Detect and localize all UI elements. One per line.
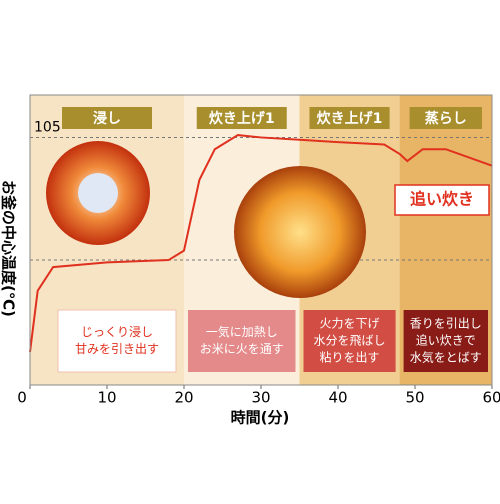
description-text: 甘みを引き出す: [75, 342, 159, 356]
plot-frame: [29, 94, 493, 386]
x-axis-label: 時間(分): [231, 409, 290, 427]
phase-label-box: [62, 107, 152, 129]
description-text: 一気に加熱し: [206, 324, 278, 339]
description-text: 火力を下げ: [320, 317, 380, 331]
description-box: [57, 309, 177, 373]
description-text: 粘りを出す: [320, 350, 380, 365]
description-text: じっくり浸し: [81, 325, 153, 339]
description-box: [303, 310, 396, 372]
description-box: [403, 310, 488, 372]
description-text: お米に火を通す: [200, 342, 284, 356]
description-text: 香りを引出し: [410, 317, 482, 331]
phase-label: 炊き上げ1: [209, 110, 275, 127]
phase-label-box: [309, 107, 390, 129]
y-axis-label: お釜の中心温度(℃): [0, 180, 18, 317]
phase-label: 炊き上げ1: [317, 110, 383, 127]
x-tick-label: 60: [482, 389, 500, 407]
grid: 105 0 10 20 30 40 50 60: [17, 119, 500, 406]
x-tick-label: 40: [328, 389, 347, 407]
temperature-line: [29, 134, 493, 353]
description-box: [188, 310, 296, 372]
annotation-box: [394, 184, 490, 216]
illustration-grain: [78, 173, 118, 213]
description-text: 追い炊きで: [416, 333, 476, 348]
x-tick-label: 30: [251, 389, 270, 407]
illustration-boil: [234, 166, 366, 298]
phase-label: 浸し: [93, 110, 121, 127]
x-tick-label: 0: [17, 389, 27, 407]
plot: 浸しじっくり浸し甘みを引き出す炊き上げ1一気に加熱しお米に火を通す炊き上げ1火力…: [29, 107, 493, 373]
description-text: 水気をとばす: [410, 350, 482, 365]
description-text: 水分を飛ばし: [314, 334, 386, 348]
x-tick-label: 20: [174, 389, 193, 407]
x-tick-label: 10: [97, 389, 116, 407]
phase-label-box: [409, 107, 482, 129]
phase-label-box: [196, 107, 287, 129]
annotation: 追い炊き: [410, 190, 474, 209]
y-tick-label: 105: [34, 119, 61, 135]
phase-label: 蒸らし: [425, 110, 467, 127]
x-tick-label: 50: [405, 389, 424, 407]
